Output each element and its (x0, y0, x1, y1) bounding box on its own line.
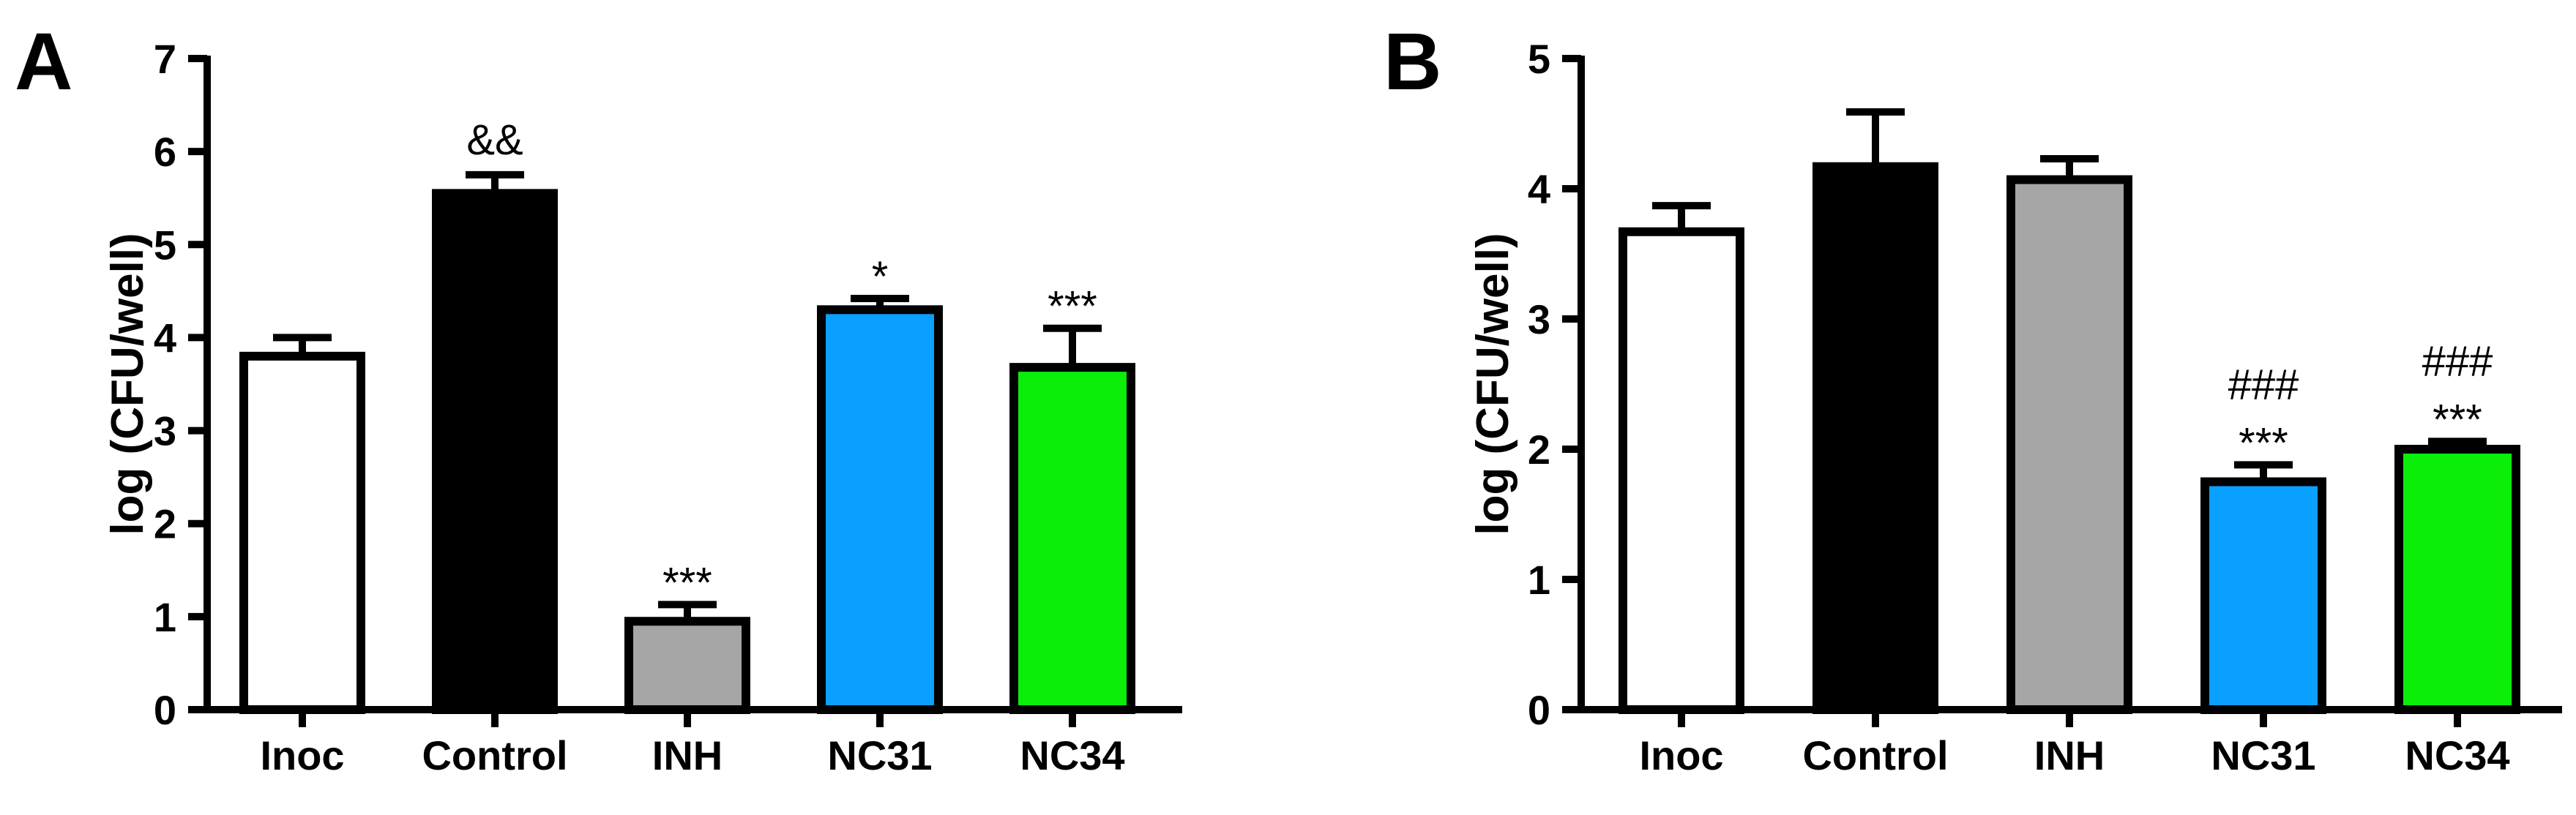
x-tick-label-nc31: NC31 (827, 732, 932, 778)
bar-inoc (1619, 227, 1744, 714)
y-tick-label: 1 (154, 594, 176, 640)
y-tick-label: 5 (154, 222, 176, 268)
y-tick-label: 4 (154, 315, 176, 361)
bar-inh (624, 617, 750, 715)
x-tick-label-control: Control (1802, 732, 1948, 778)
bar-inoc (239, 351, 365, 714)
bar-control (1812, 162, 1938, 715)
bar-nc34 (2394, 445, 2520, 714)
y-tick-label: 4 (1528, 166, 1550, 212)
y-tick-label: 0 (154, 687, 176, 733)
y-tick-label: 1 (1528, 557, 1550, 603)
bar-inh (2006, 175, 2132, 715)
y-tick-label: 2 (154, 501, 176, 547)
x-tick-label-inh: INH (2034, 732, 2105, 778)
y-axis-title: log (CFU/well) (102, 233, 153, 535)
bar-nc34 (1009, 363, 1135, 714)
x-tick-label-inh: INH (652, 732, 723, 778)
significance-label-nc31: * (872, 253, 889, 301)
x-tick-label-nc34: NC34 (2405, 732, 2509, 778)
y-tick-label: 7 (154, 36, 176, 82)
bar-nc31 (817, 305, 943, 714)
significance-label-control: && (466, 116, 523, 164)
y-tick-label: 3 (154, 408, 176, 454)
y-tick-label: 3 (1528, 296, 1550, 342)
x-tick-label-inoc: Inoc (1639, 732, 1723, 778)
bar-control (432, 189, 558, 715)
significance-label-nc34: *** (2433, 396, 2482, 443)
x-tick-label-control: Control (422, 732, 567, 778)
x-tick-label-inoc: Inoc (260, 732, 344, 778)
significance-label-nc34: ### (2422, 337, 2493, 385)
significance-label-nc31: *** (2239, 419, 2288, 467)
bar-nc31 (2200, 477, 2326, 714)
y-tick-label: 5 (1528, 36, 1550, 82)
x-tick-label-nc34: NC34 (1020, 732, 1124, 778)
y-tick-label: 6 (154, 129, 176, 175)
panel-label: A (15, 17, 72, 107)
y-axis-title: log (CFU/well) (1468, 233, 1518, 535)
y-tick-label: 2 (1528, 427, 1550, 473)
y-tick-label: 0 (1528, 687, 1550, 733)
significance-label-inh: *** (662, 559, 712, 606)
x-tick-label-nc31: NC31 (2211, 732, 2315, 778)
panel-label: B (1384, 17, 1441, 107)
significance-label-nc31: ### (2228, 361, 2299, 408)
significance-label-nc34: *** (1048, 283, 1097, 331)
